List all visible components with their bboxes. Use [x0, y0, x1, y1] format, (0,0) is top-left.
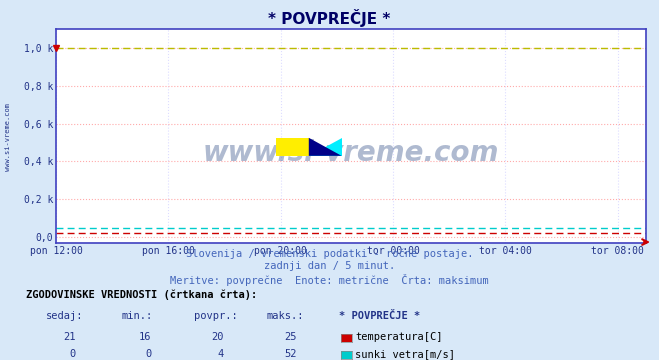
- Text: zadnji dan / 5 minut.: zadnji dan / 5 minut.: [264, 261, 395, 271]
- Bar: [276, 138, 309, 156]
- Text: maks.:: maks.:: [267, 311, 304, 321]
- Polygon shape: [309, 138, 341, 156]
- Text: temperatura[C]: temperatura[C]: [355, 332, 443, 342]
- Text: www.si-vreme.com: www.si-vreme.com: [203, 139, 499, 167]
- Text: * POVPREČJE *: * POVPREČJE *: [268, 9, 391, 27]
- Text: 0: 0: [146, 349, 152, 359]
- Text: sedaj:: sedaj:: [46, 311, 84, 321]
- Text: www.si-vreme.com: www.si-vreme.com: [5, 103, 11, 171]
- Text: 4: 4: [218, 349, 224, 359]
- Text: ZGODOVINSKE VREDNOSTI (črtkana črta):: ZGODOVINSKE VREDNOSTI (črtkana črta):: [26, 290, 258, 300]
- Text: 0: 0: [70, 349, 76, 359]
- Text: * POVPREČJE *: * POVPREČJE *: [339, 311, 420, 321]
- Text: min.:: min.:: [122, 311, 153, 321]
- Text: 16: 16: [139, 332, 152, 342]
- Polygon shape: [309, 138, 341, 156]
- Text: 52: 52: [284, 349, 297, 359]
- Text: 25: 25: [284, 332, 297, 342]
- Text: sunki vetra[m/s]: sunki vetra[m/s]: [355, 349, 455, 359]
- Text: Meritve: povprečne  Enote: metrične  Črta: maksimum: Meritve: povprečne Enote: metrične Črta:…: [170, 274, 489, 285]
- Text: Slovenija / vremenski podatki - ročne postaje.: Slovenija / vremenski podatki - ročne po…: [186, 248, 473, 259]
- Text: 21: 21: [63, 332, 76, 342]
- Text: 20: 20: [212, 332, 224, 342]
- Text: povpr.:: povpr.:: [194, 311, 238, 321]
